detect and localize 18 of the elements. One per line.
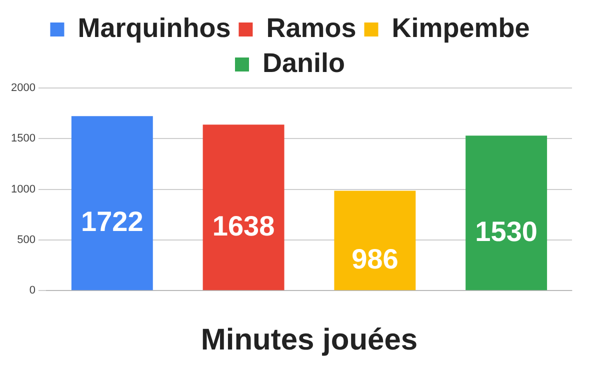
bar [334, 190, 416, 290]
y-tick-label: 1500 [10, 132, 36, 145]
legend-label: Danilo [262, 48, 346, 78]
x-axis-title: Minutes jouées [200, 323, 418, 356]
data-label: 1638 [212, 210, 275, 242]
legend-label: Ramos [266, 12, 356, 43]
y-tick-label: 1000 [10, 183, 36, 196]
y-tick-label: 2000 [10, 82, 36, 94]
legend-label: Kimpembe [392, 12, 530, 43]
y-tick-label: 500 [17, 234, 36, 246]
bar [71, 116, 153, 290]
bar [202, 124, 284, 290]
data-label: 986 [352, 243, 398, 274]
bar [466, 136, 548, 290]
data-label: 1722 [81, 206, 144, 238]
legend-label: Marquinhos [78, 12, 231, 43]
data-label: 1530 [475, 216, 538, 247]
y-tick-label: 0 [29, 284, 36, 297]
